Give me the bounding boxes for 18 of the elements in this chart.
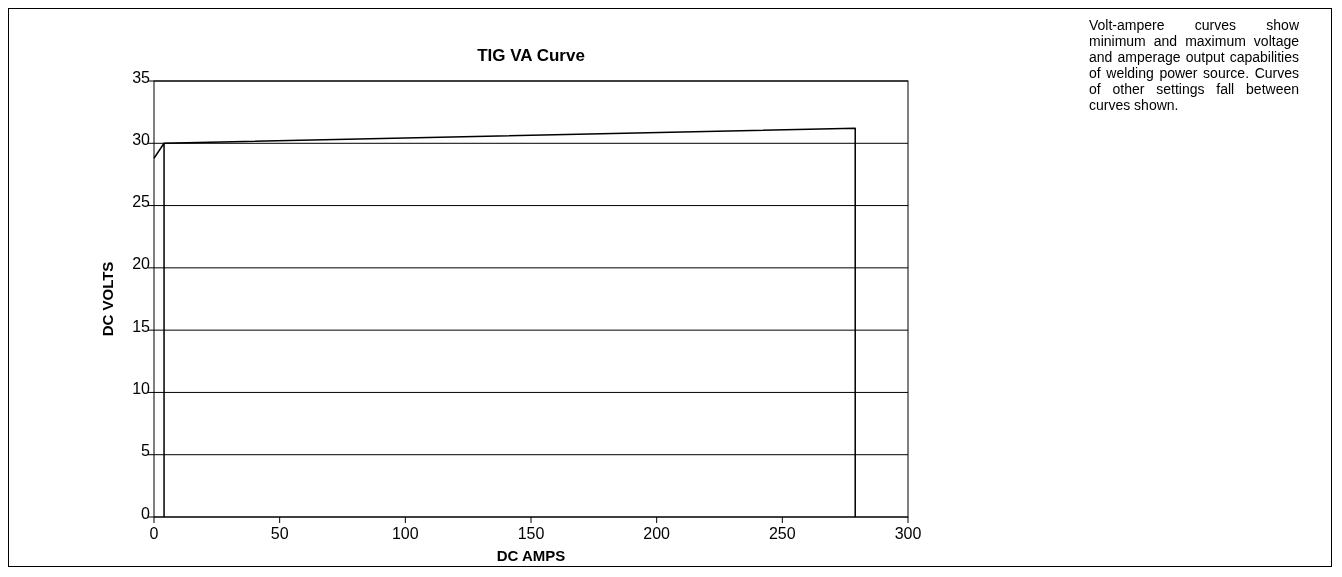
x-tick-label: 300 xyxy=(894,525,922,542)
y-tick-label: 5 xyxy=(141,442,151,460)
y-tick-label: 25 xyxy=(132,193,151,211)
x-tick-label: 100 xyxy=(391,525,419,542)
x-axis-title: DC AMPS xyxy=(496,547,566,564)
y-tick-label: 0 xyxy=(141,504,151,522)
y-tick-label: 20 xyxy=(132,255,151,273)
y-tick-label: 10 xyxy=(132,380,151,398)
x-tick-label: 200 xyxy=(643,525,671,542)
x-tick-label: 50 xyxy=(270,525,289,542)
x-tick-label: 250 xyxy=(768,525,796,542)
x-tick-label: 150 xyxy=(517,525,545,542)
chart-title: TIG VA Curve xyxy=(477,46,585,65)
y-tick-label: 15 xyxy=(132,317,151,335)
y-tick-label: 35 xyxy=(132,68,151,86)
y-tick-label: 30 xyxy=(132,130,151,148)
text: Volt-ampere curves show minimum and maximum voltage and amperage output capabilities of welding power source. Curves of other settings fall between curves shown. xyxy=(1089,17,1299,113)
y-axis-title: DC VOLTS xyxy=(99,261,116,337)
